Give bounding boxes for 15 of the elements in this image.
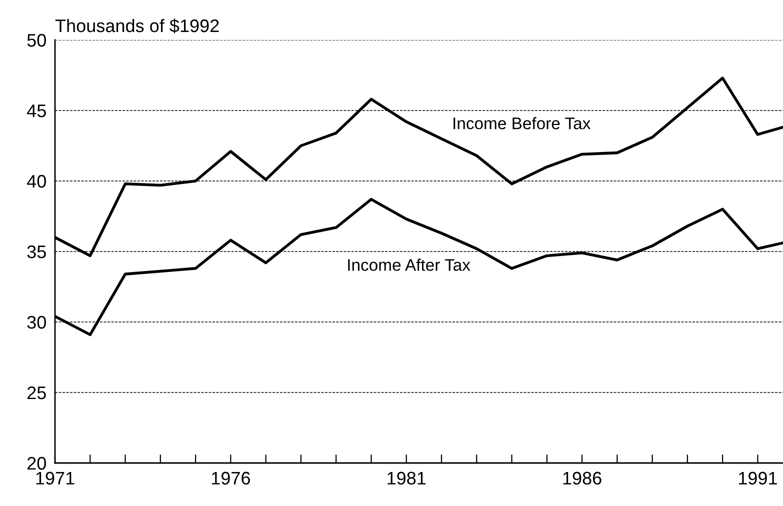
series-label: Income Before Tax — [454, 117, 591, 130]
y-tick-label: 25 — [27, 386, 46, 400]
y-tick-label: 35 — [27, 245, 46, 258]
x-tick-label: 1991 — [739, 472, 777, 485]
y-tick-label: 40 — [27, 174, 46, 188]
y-axis-title: Thousands of $1992 — [55, 18, 219, 34]
y-tick-label: 45 — [27, 104, 46, 118]
x-tick-label: 1981 — [388, 472, 426, 485]
x-tick-label: 1976 — [212, 472, 250, 485]
x-tick-label: 1986 — [563, 472, 602, 485]
x-tick-label: 1971 — [36, 472, 74, 485]
series-label: Income After Tax — [348, 258, 470, 271]
y-tick-label: 50 — [27, 34, 46, 47]
y-tick-label: 20 — [27, 456, 46, 470]
y-tick-label: 30 — [27, 316, 46, 329]
